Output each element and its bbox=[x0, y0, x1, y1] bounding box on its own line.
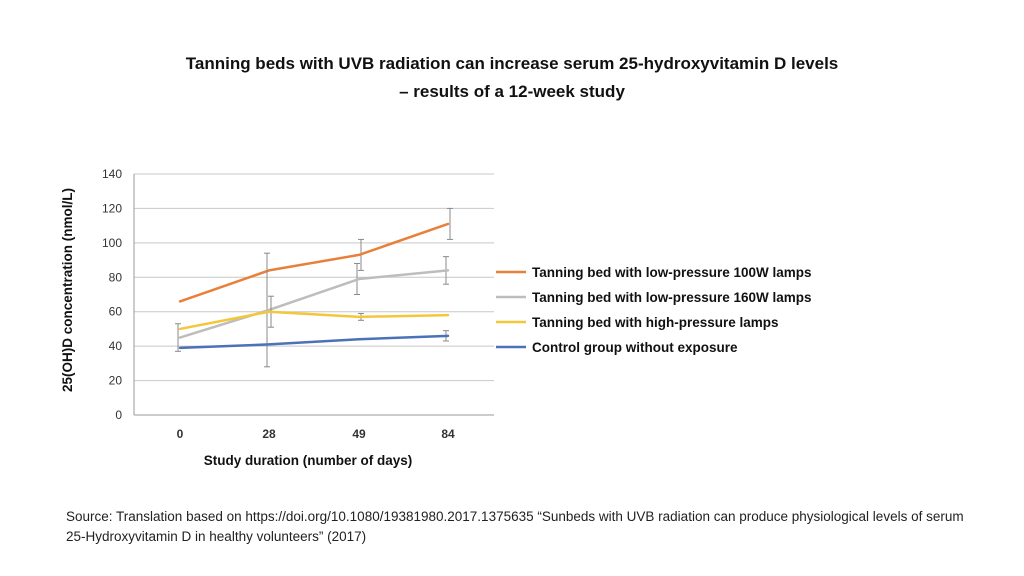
y-tick-label-80: 80 bbox=[109, 270, 123, 284]
x-tick-label-28: 28 bbox=[262, 427, 276, 441]
series-1 bbox=[178, 207, 453, 303]
y-tick-label-40: 40 bbox=[109, 339, 123, 353]
chart-title-line-1: Tanning beds with UVB radiation can incr… bbox=[185, 54, 839, 73]
y-tick-label-0: 0 bbox=[115, 408, 122, 422]
series-2 bbox=[175, 252, 450, 368]
x-axis-title: Study duration (number of days) bbox=[204, 453, 413, 468]
chart-title: Tanning beds with UVB radiation can incr… bbox=[0, 50, 1024, 106]
line-chart: 0 20 40 60 80 100 120 140 0 28 49 84 Study duration … bbox=[60, 167, 812, 468]
series-line-3 bbox=[178, 310, 450, 331]
series-line-1 bbox=[178, 222, 450, 303]
y-tick-label-60: 60 bbox=[109, 305, 123, 319]
x-tick-label-0: 0 bbox=[177, 427, 184, 441]
y-axis-title: 25(OH)D concentration (nmol/L) bbox=[60, 188, 75, 392]
legend-label-1: Tanning bed with low-pressure 100W lamps bbox=[532, 265, 812, 280]
y-tick-label-20: 20 bbox=[109, 374, 123, 388]
legend-label-2: Tanning bed with low-pressure 160W lamps bbox=[532, 290, 812, 305]
chart-title-line-2: – results of a 12-week study bbox=[399, 82, 625, 101]
x-tick-label-84: 84 bbox=[441, 427, 455, 441]
legend-label-3: Tanning bed with high-pressure lamps bbox=[532, 315, 779, 330]
series-line-4 bbox=[178, 334, 450, 350]
series-3 bbox=[178, 295, 450, 331]
source-citation: Source: Translation based on https://doi… bbox=[66, 509, 964, 544]
legend-label-4: Control group without exposure bbox=[532, 340, 738, 355]
series-line-2 bbox=[178, 269, 450, 339]
series-4 bbox=[178, 330, 450, 350]
y-tick-label-140: 140 bbox=[102, 167, 122, 181]
y-tick-label-100: 100 bbox=[102, 236, 122, 250]
y-tick-label-120: 120 bbox=[102, 201, 122, 215]
x-tick-label-49: 49 bbox=[352, 427, 366, 441]
